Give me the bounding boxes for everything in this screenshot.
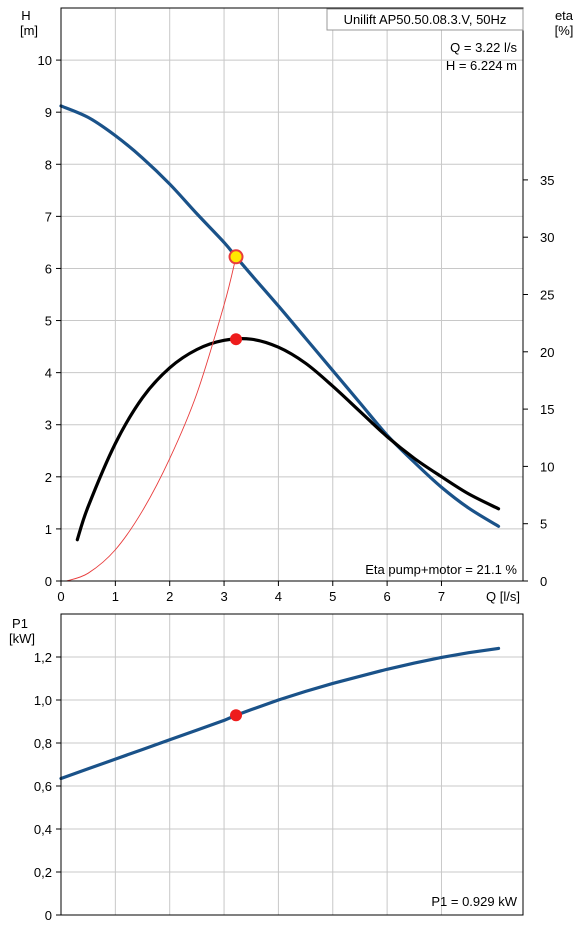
lower-series: [59, 646, 501, 781]
upper-y2-tick-label: 10: [540, 459, 554, 474]
upper-x-tick-label: 6: [384, 589, 391, 604]
upper-y-tick-label: 7: [45, 209, 52, 224]
upper-y-tick-label: 8: [45, 157, 52, 172]
upper-y-tick-label: 4: [45, 366, 52, 381]
y2-axis-label-eta: eta: [555, 8, 574, 23]
lower-y-tick-label: 0,6: [34, 779, 52, 794]
upper-tick-labels: 0 1 2 3 4 5 6 7 0 1 2 3 4 5 6 7 8 9 10 0 5 10 15 20 25 30 35: [38, 53, 555, 604]
upper-y2-tick-label: 25: [540, 288, 554, 303]
upper-y2-tick-label: 5: [540, 517, 547, 532]
upper-y-tick-label: 0: [45, 574, 52, 589]
eta-operating-point-marker: [230, 333, 243, 346]
lower-y-tick-label: 0,8: [34, 736, 52, 751]
upper-x-tick-label: 4: [275, 589, 282, 604]
upper-x-tick-label: 3: [220, 589, 227, 604]
lower-tick-labels: 0 0,2 0,4 0,6 0,8 1,0 1,2: [34, 650, 52, 923]
lower-y-tick-label: 0: [45, 908, 52, 923]
upper-y2-tick-label: 30: [540, 230, 554, 245]
upper-y-tick-label: 3: [45, 418, 52, 433]
y-axis-label-h: H: [21, 8, 30, 23]
upper-y2-tick-label: 15: [540, 402, 554, 417]
operating-head-label: H = 6.224 m: [446, 58, 517, 73]
upper-x-tick-label: 0: [57, 589, 64, 604]
lower-grid: [56, 614, 523, 916]
upper-y2-tick-label: 0: [540, 574, 547, 589]
upper-y-tick-label: 10: [38, 53, 52, 68]
series-eta-curve: [75, 336, 501, 542]
upper-x-tick-label: 1: [112, 589, 119, 604]
head-operating-point-marker: [228, 249, 244, 265]
title-box: [326, 8, 524, 31]
series-system-curve: [65, 256, 237, 582]
y-axis-label-p1: P1: [12, 616, 28, 631]
y2-axis-unit-eta: [%]: [555, 23, 574, 38]
lower-plot-frame: [60, 613, 524, 916]
p1-operating-point-marker: [230, 709, 243, 722]
y-axis-unit-p1: [kW]: [9, 631, 35, 646]
chart-title: Unilift AP50.50.08.3.V, 50Hz: [344, 12, 507, 27]
upper-y2-tick-label: 20: [540, 345, 554, 360]
series-p1-curve: [59, 646, 501, 781]
upper-y-tick-label: 1: [45, 522, 52, 537]
y-axis-unit-h: [m]: [20, 23, 38, 38]
upper-x-tick-label: 2: [166, 589, 173, 604]
lower-y-tick-label: 1,0: [34, 693, 52, 708]
upper-x-tick-label: 7: [438, 589, 445, 604]
upper-y-tick-label: 2: [45, 470, 52, 485]
upper-y2-tick-label: 35: [540, 173, 554, 188]
eta-annotation: Eta pump+motor = 21.1 %: [365, 562, 517, 577]
series-h-curve: [59, 104, 501, 528]
lower-y-tick-label: 1,2: [34, 650, 52, 665]
upper-x-tick-label: 5: [329, 589, 336, 604]
upper-plot-frame: [60, 7, 524, 582]
upper-y-tick-label: 6: [45, 261, 52, 276]
upper-series: [59, 104, 501, 582]
operating-flow-label: Q = 3.22 l/s: [450, 40, 517, 55]
x-axis-label: Q [l/s]: [486, 589, 520, 604]
upper-y-tick-label: 9: [45, 105, 52, 120]
p1-annotation: P1 = 0.929 kW: [431, 894, 517, 909]
upper-y-tick-label: 5: [45, 314, 52, 329]
lower-y-tick-label: 0,4: [34, 822, 52, 837]
lower-y-tick-label: 0,2: [34, 865, 52, 880]
